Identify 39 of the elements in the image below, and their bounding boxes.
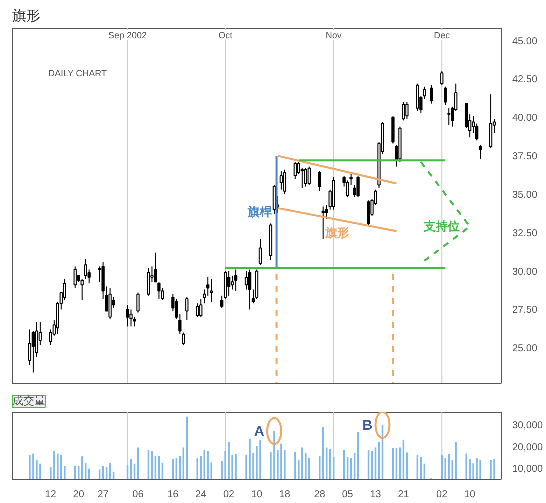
series-label: 旗形 xyxy=(324,226,350,240)
y-tick-label: 25.00 xyxy=(512,344,538,355)
text: DAILY CHART xyxy=(48,68,108,78)
x-tick-label: 20 xyxy=(73,490,85,500)
y-tick-label: 32.50 xyxy=(512,228,538,240)
x-tick-label: 12 xyxy=(45,490,57,500)
y-tick-label: 30.00 xyxy=(512,266,538,278)
x-tick-label: 02 xyxy=(223,490,236,500)
chart-title: 成交量 xyxy=(12,394,46,408)
y-tick-label: 10,000 xyxy=(512,464,544,476)
x-tick-label: 02 xyxy=(436,490,448,500)
annotation: B xyxy=(362,417,373,434)
y-tick-label: 27.50 xyxy=(512,305,538,316)
chart-title: 旗形 xyxy=(12,8,40,24)
y-tick-label: 37.50 xyxy=(512,152,538,163)
y-tick-label: 20,000 xyxy=(512,442,544,454)
x-tick-label: 10 xyxy=(464,490,476,500)
y-tick-label: 30,000 xyxy=(512,420,544,432)
y-tick-label: 40.00 xyxy=(512,113,538,124)
ref-line-label: Oct xyxy=(218,30,234,40)
x-tick-label: 18 xyxy=(279,490,291,500)
x-tick-label: 13 xyxy=(370,490,382,500)
x-tick-label: 24 xyxy=(196,490,208,500)
ref-line-label: Dec xyxy=(434,30,451,40)
x-tick-label: 16 xyxy=(168,490,180,500)
x-tick-label: 27 xyxy=(98,490,110,500)
y-tick-label: 42.50 xyxy=(512,74,538,86)
ref-line-label: Nov xyxy=(326,30,342,40)
x-tick-label: 06 xyxy=(132,490,144,500)
series-label: 支持位 xyxy=(423,220,460,234)
x-tick-label: 28 xyxy=(314,490,326,500)
x-tick-label: 21 xyxy=(398,490,410,500)
y-tick-label: 45.00 xyxy=(512,36,538,48)
x-tick-label: 05 xyxy=(342,490,354,500)
series-label: 旗桿 xyxy=(246,205,272,220)
annotation: A xyxy=(254,423,264,440)
ref-line-label: Sep 2002 xyxy=(108,30,148,40)
y-tick-label: 35.00 xyxy=(512,190,538,201)
x-tick-label: 10 xyxy=(251,490,263,500)
